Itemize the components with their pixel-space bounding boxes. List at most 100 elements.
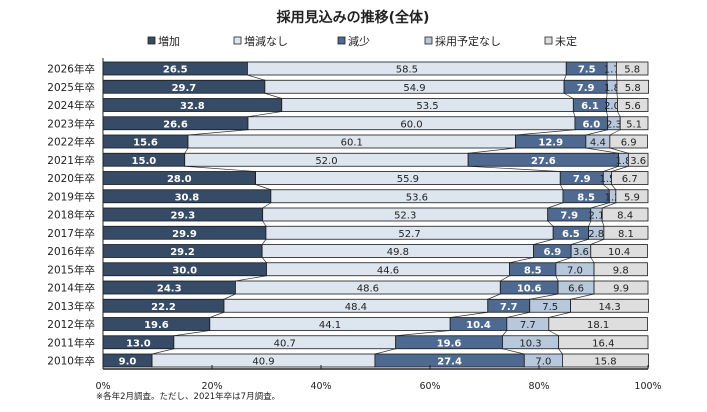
connector-line <box>509 257 534 264</box>
data-label: 32.8 <box>180 101 205 112</box>
connector-line <box>223 293 236 300</box>
data-label: 7.5 <box>578 65 596 76</box>
connector-line <box>603 165 619 172</box>
data-label: 6.0 <box>582 119 600 130</box>
category-label: 2021年卒 <box>47 154 95 167</box>
bar-segment-series-4 <box>611 171 649 185</box>
connector-line <box>548 311 571 318</box>
data-label: 15.6 <box>133 138 158 149</box>
category-label: 2010年卒 <box>47 355 95 368</box>
connector-line <box>558 348 563 355</box>
data-label: 7.7 <box>520 320 536 331</box>
connector-line <box>184 165 256 172</box>
bar-row-2025年卒: 2025年卒 29.7 54.9 7.9 1.8 5.8 <box>47 79 649 94</box>
x-tick-label: 20% <box>201 381 222 392</box>
connector-line <box>547 202 564 209</box>
bar-segment-series-4 <box>570 298 649 313</box>
data-label: 54.9 <box>403 83 425 94</box>
legend-item-series-3: 採用予定なし <box>424 34 501 48</box>
legend-swatch <box>147 36 156 45</box>
data-label: 29.9 <box>172 229 197 240</box>
x-tick-label: 80% <box>528 381 549 392</box>
data-label: 6.9 <box>621 138 637 149</box>
bar-segment-series-4 <box>615 61 649 76</box>
category-label: 2014年卒 <box>47 282 95 295</box>
legend: 増加 増減なし 減少 採用予定なし 未定 <box>147 34 577 48</box>
data-label: 9.9 <box>613 284 629 295</box>
connector-line <box>468 165 561 172</box>
connector-line <box>588 220 592 227</box>
data-label: 9.8 <box>613 265 629 276</box>
data-label: 40.7 <box>274 338 296 349</box>
legend-label: 増加 <box>158 35 180 48</box>
x-axis: 0% 20% 40% 60% 80% 100% <box>95 58 662 392</box>
data-label: 1.2 <box>605 192 621 203</box>
connector-line <box>548 330 559 337</box>
connector-line <box>590 257 595 263</box>
category-label: 2017年卒 <box>47 227 95 240</box>
data-label: 7.0 <box>567 265 583 276</box>
data-label: 29.3 <box>170 211 195 222</box>
data-label: 6.7 <box>622 174 638 185</box>
data-label: 2.3 <box>606 119 622 130</box>
data-label: 5.1 <box>626 119 642 130</box>
connector-line <box>570 293 595 300</box>
connector-line <box>529 293 559 300</box>
legend-item-series-0: 増加 <box>147 35 180 48</box>
bar-segment-series-4 <box>603 225 649 240</box>
data-label: 52.7 <box>398 229 420 240</box>
data-label: 28.0 <box>167 174 192 185</box>
data-label: 3.6 <box>573 247 589 258</box>
data-label: 5.9 <box>624 192 640 203</box>
data-label: 10.6 <box>517 284 542 295</box>
connector-line <box>555 275 559 282</box>
data-label: 1.5 <box>599 174 615 185</box>
connector-line <box>247 74 265 81</box>
bar-row-2018年卒: 2018年卒 29.3 52.3 7.9 2.1 8.4 <box>47 207 649 222</box>
data-label: 53.6 <box>406 192 428 203</box>
category-label: 2023年卒 <box>47 117 95 130</box>
data-label: 27.6 <box>531 156 556 167</box>
data-label: 5.8 <box>625 83 641 94</box>
connector-line <box>601 220 605 227</box>
data-label: 2.1 <box>589 211 605 222</box>
footnote: ※各年2月調査。ただし、2021年卒は7月調査。 <box>96 391 280 402</box>
bar-row-2011年卒: 2011年卒 13.0 40.7 19.6 10.3 16.4 <box>47 335 649 349</box>
connector-line <box>515 129 576 136</box>
bar-segment-series-4 <box>627 152 649 167</box>
connector-line <box>151 348 174 355</box>
connector-line <box>617 111 621 117</box>
category-label: 2012年卒 <box>47 318 95 331</box>
connector-line <box>571 238 589 245</box>
data-label: 14.3 <box>598 302 620 313</box>
connector-line <box>573 111 576 117</box>
data-label: 29.2 <box>170 247 195 258</box>
connector-line <box>255 184 271 191</box>
bar-row-2026年卒: 2026年卒 26.5 58.5 7.5 1.7 5.8 <box>47 61 649 76</box>
bar-row-2016年卒: 2016年卒 29.2 49.8 6.9 3.6 10.4 <box>47 244 648 258</box>
data-label: 10.4 <box>608 247 630 258</box>
connector-line <box>563 74 567 81</box>
category-label: 2025年卒 <box>47 81 95 94</box>
connector-line <box>502 348 525 355</box>
bar-segment-series-4 <box>562 353 649 368</box>
bar-segment-series-4 <box>616 79 649 94</box>
data-label: 58.5 <box>396 65 418 76</box>
bar-row-2014年卒: 2014年卒 24.3 48.6 10.6 6.6 9.9 <box>47 280 649 295</box>
category-label: 2013年卒 <box>47 300 95 313</box>
connector-line <box>533 238 554 245</box>
connector-line <box>590 202 610 209</box>
connector-line <box>609 147 629 154</box>
connector-line <box>609 129 621 136</box>
data-label: 48.6 <box>357 284 379 295</box>
connector-line <box>374 348 396 355</box>
bar-row-2010年卒: 2010年卒 9.0 40.9 27.4 7.0 15.8 <box>47 353 649 368</box>
category-label: 2019年卒 <box>47 190 95 203</box>
connector-line <box>602 202 616 209</box>
connector-line <box>606 93 608 99</box>
chart-title: 採用見込みの推移(全体) <box>277 9 430 26</box>
bar-row-2015年卒: 2015年卒 30.0 44.6 8.5 7.0 9.8 <box>47 262 648 276</box>
data-label: 7.5 <box>542 302 558 313</box>
connector-line <box>611 165 629 172</box>
